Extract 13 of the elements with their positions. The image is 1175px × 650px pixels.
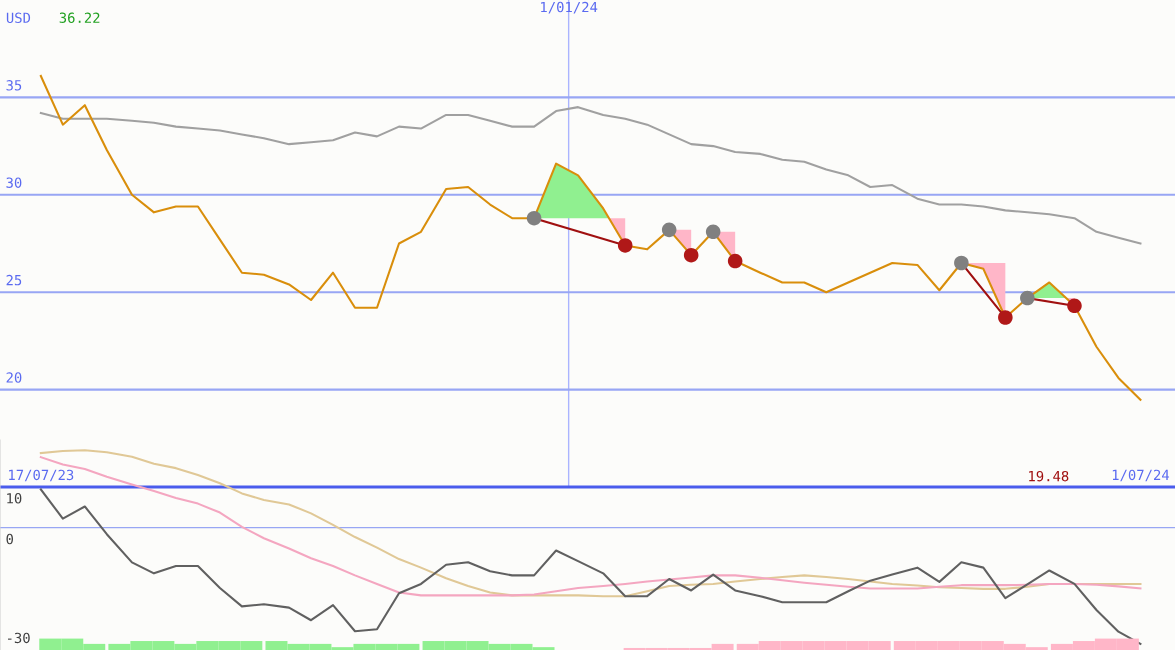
y-tick-label: 25 [6, 274, 22, 286]
y-tick-label: 0 [6, 533, 14, 545]
y-tick-label: 30 [6, 177, 22, 188]
y-tick-label: 20 [6, 372, 22, 383]
y-tick-label: 10 [7, 493, 22, 504]
x-tick-label: 1/07/24 [1112, 469, 1170, 482]
y-tick-label: 35 [6, 80, 22, 91]
y-tick-label: -30 [7, 632, 30, 644]
annotation: 36.22 [59, 12, 100, 23]
x-tick-label: 17/07/23 [9, 469, 74, 482]
y-axis-title: USD [6, 12, 31, 23]
annotation: 19.48 [1029, 470, 1069, 482]
ref-line-label: 1/01/24 [541, 1, 598, 14]
